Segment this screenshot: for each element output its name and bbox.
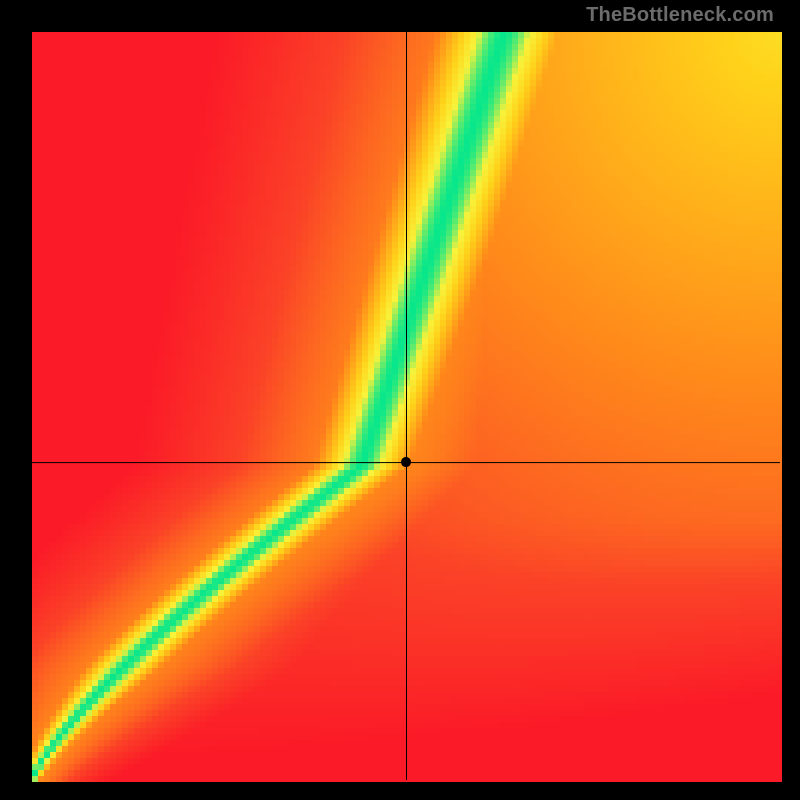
heatmap-canvas [0, 0, 800, 800]
watermark-text: TheBottleneck.com [586, 4, 774, 27]
chart-container: TheBottleneck.com [0, 0, 800, 800]
